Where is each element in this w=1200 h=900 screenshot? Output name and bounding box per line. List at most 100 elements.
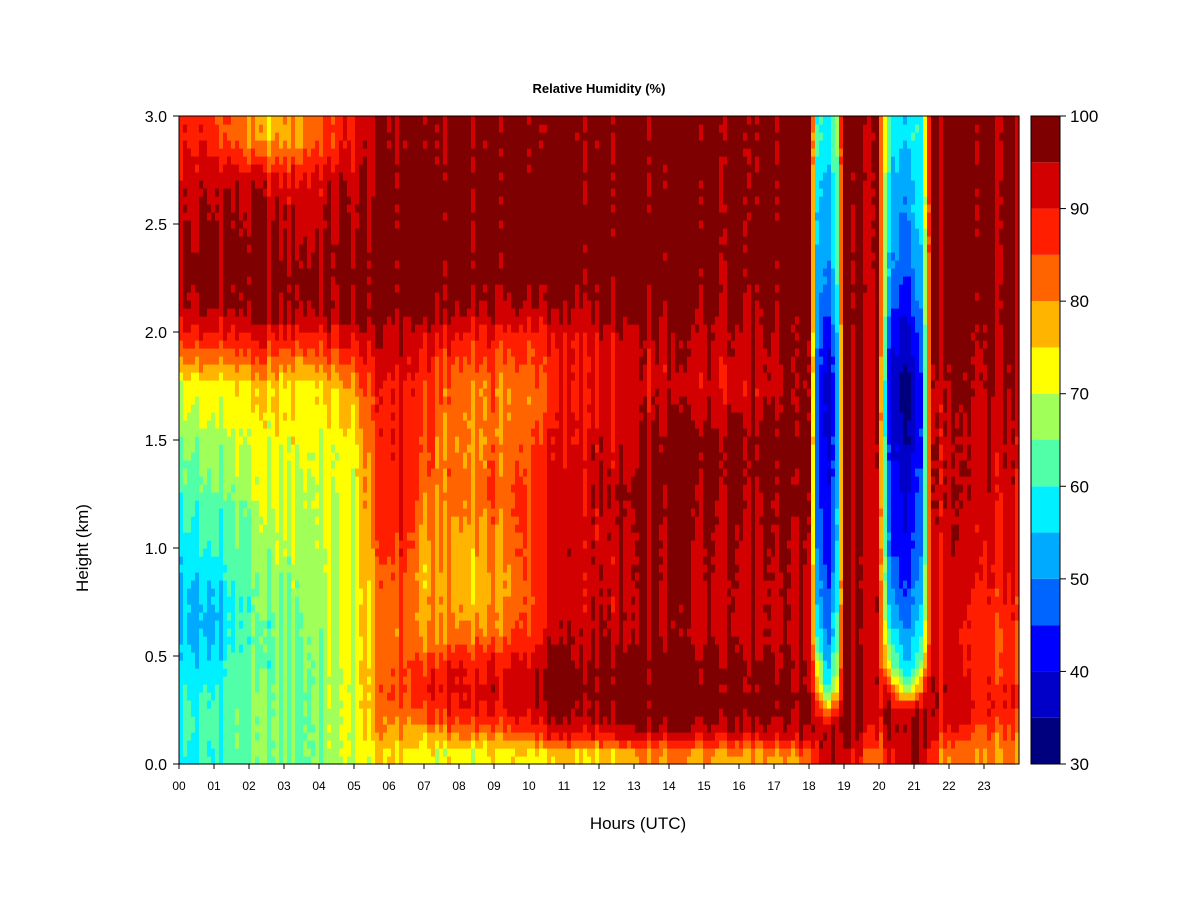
heat-cell [531, 348, 536, 357]
heat-cell [991, 572, 996, 589]
heat-cell [259, 140, 264, 157]
heat-cell [207, 348, 212, 365]
heat-cell [203, 116, 208, 141]
heat-cell [287, 292, 292, 301]
heat-cell [235, 180, 240, 317]
heat-cell [635, 564, 640, 573]
heat-cell [963, 724, 968, 741]
heat-cell [583, 116, 588, 133]
heat-cell [555, 740, 560, 749]
heat-cell [679, 636, 684, 733]
heat-cell [343, 348, 348, 365]
heat-cell [275, 132, 280, 157]
heat-cell [263, 420, 268, 429]
heat-cell [215, 188, 220, 197]
heat-cell [647, 684, 652, 701]
heat-cell [259, 380, 264, 421]
heat-cell [787, 604, 792, 621]
heat-cell [499, 268, 504, 285]
heat-cell [967, 444, 972, 461]
heat-cell [199, 476, 204, 485]
heat-cell [219, 372, 224, 397]
heat-cell [755, 444, 760, 461]
heat-cell [347, 196, 352, 205]
heat-cell [307, 188, 312, 269]
heat-cell [211, 380, 216, 413]
heat-cell [535, 668, 540, 709]
heat-cell [259, 636, 264, 645]
heat-cell [631, 116, 636, 325]
heat-cell [647, 668, 652, 685]
heat-cell [719, 116, 724, 125]
heat-cell [743, 436, 748, 461]
heat-cell [463, 684, 468, 693]
heat-cell [311, 508, 316, 661]
heat-cell [819, 116, 824, 125]
heat-cell [451, 668, 456, 693]
heat-cell [367, 372, 372, 453]
heat-cell [327, 116, 332, 157]
heat-cell [455, 516, 460, 629]
heat-cell [807, 356, 812, 365]
heat-cell [763, 372, 768, 397]
heat-cell [227, 492, 232, 597]
heat-cell [471, 252, 476, 261]
heat-cell [667, 740, 672, 749]
heat-cell [567, 548, 572, 557]
heat-cell [911, 676, 916, 685]
heat-cell [375, 396, 380, 405]
heat-cell [795, 420, 800, 437]
heat-cell [735, 716, 740, 741]
heat-cell [271, 740, 276, 749]
heat-cell [287, 564, 292, 573]
heat-cell [823, 564, 828, 629]
x-tick-label: 07 [417, 779, 431, 793]
heat-cell [963, 116, 968, 373]
heat-cell [895, 556, 900, 605]
heat-cell [339, 740, 344, 749]
heat-cell [743, 500, 748, 509]
heat-cell [907, 116, 912, 149]
heat-cell [915, 132, 920, 229]
heat-cell [523, 604, 528, 613]
heat-cell [347, 692, 352, 733]
heat-cell [375, 540, 380, 549]
heat-cell [463, 516, 468, 621]
heat-cell [463, 748, 468, 765]
heat-cell [499, 652, 504, 717]
heat-cell [231, 484, 236, 493]
colorbar-swatch [1031, 301, 1060, 348]
heat-cell [203, 140, 208, 189]
heat-cell [291, 324, 296, 341]
heat-cell [583, 612, 588, 685]
heat-cell [463, 452, 468, 469]
heat-cell [587, 740, 592, 749]
heat-cell [499, 196, 504, 205]
heat-cell [471, 188, 476, 213]
heat-cell [339, 140, 344, 173]
heat-cell [883, 620, 888, 645]
heat-cell [691, 724, 696, 741]
heat-cell [923, 652, 928, 669]
heat-cell [307, 732, 312, 741]
heat-cell [323, 332, 328, 357]
heat-cell [767, 588, 772, 597]
heat-cell [587, 388, 592, 405]
heat-cell [791, 356, 796, 373]
heat-cell [903, 212, 908, 277]
heat-cell [503, 572, 508, 581]
heat-cell [459, 612, 464, 621]
heat-cell [379, 740, 384, 765]
heat-cell [979, 556, 984, 565]
heat-cell [895, 604, 900, 629]
heat-cell [907, 436, 912, 445]
heat-cell [247, 636, 252, 645]
heat-cell [895, 356, 900, 445]
heat-cell [951, 468, 956, 477]
heat-cell [387, 316, 392, 373]
heat-cell [943, 484, 948, 493]
heat-cell [863, 172, 868, 181]
heat-cell [635, 748, 640, 757]
heat-cell [491, 508, 496, 517]
heat-cell [727, 732, 732, 741]
